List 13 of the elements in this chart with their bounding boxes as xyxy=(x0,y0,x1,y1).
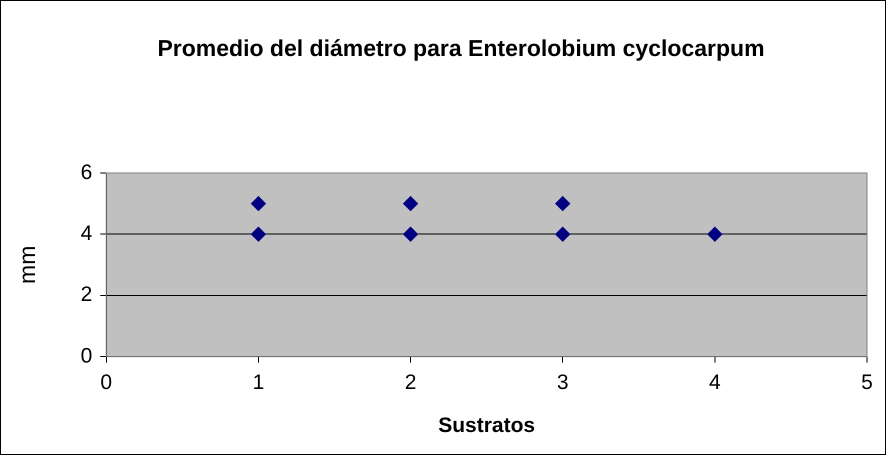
x-tick-label: 4 xyxy=(709,370,722,394)
x-tick-label: 0 xyxy=(100,370,112,394)
x-axis-title: Sustratos xyxy=(438,414,536,438)
y-tick-label: 2 xyxy=(80,283,92,306)
y-tick-label: 6 xyxy=(80,160,92,184)
chart-title: Promedio del diámetro para Enterolobium cyclocarpum xyxy=(156,34,766,63)
y-tick-label: 0 xyxy=(80,344,92,368)
x-tick-label: 2 xyxy=(404,370,416,394)
y-tick-label: 4 xyxy=(80,222,93,245)
x-tick-label: 3 xyxy=(556,370,569,394)
y-axis-title: mm xyxy=(14,246,40,284)
x-tick-label: 1 xyxy=(252,370,264,394)
x-tick-label: 5 xyxy=(861,370,873,394)
